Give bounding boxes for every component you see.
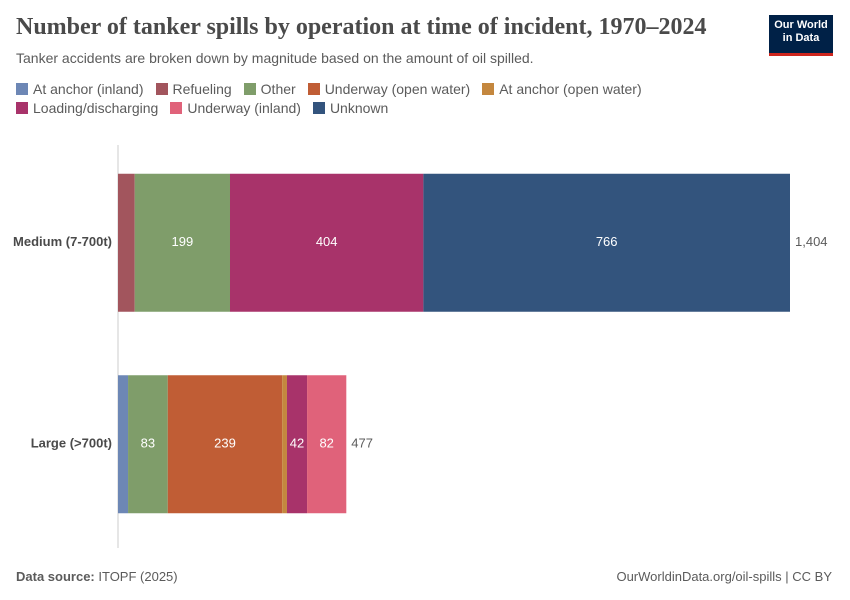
legend-swatch (307, 83, 320, 95)
bar-segment (307, 375, 347, 514)
legend-item[interactable]: Refueling (155, 81, 232, 97)
legend-swatch (243, 83, 256, 95)
logo[interactable]: Our World in Data (769, 15, 833, 56)
data-label: 404 (316, 234, 338, 249)
legend-item[interactable]: Underway (open water) (307, 81, 471, 97)
chart-subtitle: Tanker accidents are broken down by magn… (16, 50, 534, 66)
chart-title: Number of tanker spills by operation at … (16, 14, 707, 40)
legend-label: Unknown (329, 100, 389, 116)
legend-item[interactable]: Other (243, 81, 296, 97)
bar-segment (118, 375, 129, 514)
legend-item[interactable]: At anchor (inland) (16, 81, 144, 97)
source-label: Data source: (16, 569, 95, 584)
legend-label: Underway (open water) (324, 81, 471, 97)
legend-swatch (16, 83, 28, 95)
data-label: 42 (290, 436, 304, 451)
bar-segment (423, 173, 790, 312)
legend: At anchor (inland) Refueling Other Underway… (16, 81, 696, 116)
data-label: 82 (319, 436, 333, 451)
chart: Medium (7-700t) 199 404 766 1,404 Large (>700… (13, 145, 828, 548)
bar-segment (286, 375, 308, 514)
data-label: 83 (141, 436, 155, 451)
legend-item[interactable]: Unknown (312, 100, 389, 116)
data-label: 766 (596, 234, 618, 249)
legend-label: Other (260, 81, 296, 97)
total-label: 477 (351, 436, 373, 451)
legend-label: Loading/discharging (33, 100, 159, 116)
data-label: 239 (214, 436, 236, 451)
bar-segment (282, 375, 287, 514)
bar-segment (118, 173, 135, 312)
logo-text: Our World (774, 19, 828, 31)
logo-text: in Data (782, 32, 820, 44)
y-tick-label: Medium (7-700t) (13, 234, 112, 249)
y-tick-label: Large (>700t) (31, 436, 112, 451)
bar-segment (134, 173, 230, 312)
legend-label: Underway (inland) (187, 100, 301, 116)
legend-swatch (155, 83, 168, 95)
data-label: 199 (172, 234, 194, 249)
source: Data source: ITOPF (2025) (16, 569, 178, 584)
source-text: ITOPF (2025) (98, 569, 178, 584)
bar-segment (230, 173, 424, 312)
legend-item[interactable]: Loading/discharging (16, 100, 158, 116)
credit[interactable]: OurWorldinData.org/oil-spills | CC BY (616, 569, 832, 584)
bar-segment (167, 375, 283, 514)
legend-swatch (16, 102, 28, 114)
legend-swatch (482, 83, 495, 95)
legend-item[interactable]: Underway (inland) (170, 100, 301, 116)
legend-item[interactable]: At anchor (open water) (482, 81, 642, 97)
bar-segment (128, 375, 168, 514)
legend-swatch (170, 102, 183, 114)
legend-swatch (312, 102, 325, 114)
legend-label: At anchor (open water) (499, 81, 642, 97)
total-label: 1,404 (795, 234, 828, 249)
legend-label: Refueling (172, 81, 232, 97)
legend-label: At anchor (inland) (33, 81, 144, 97)
